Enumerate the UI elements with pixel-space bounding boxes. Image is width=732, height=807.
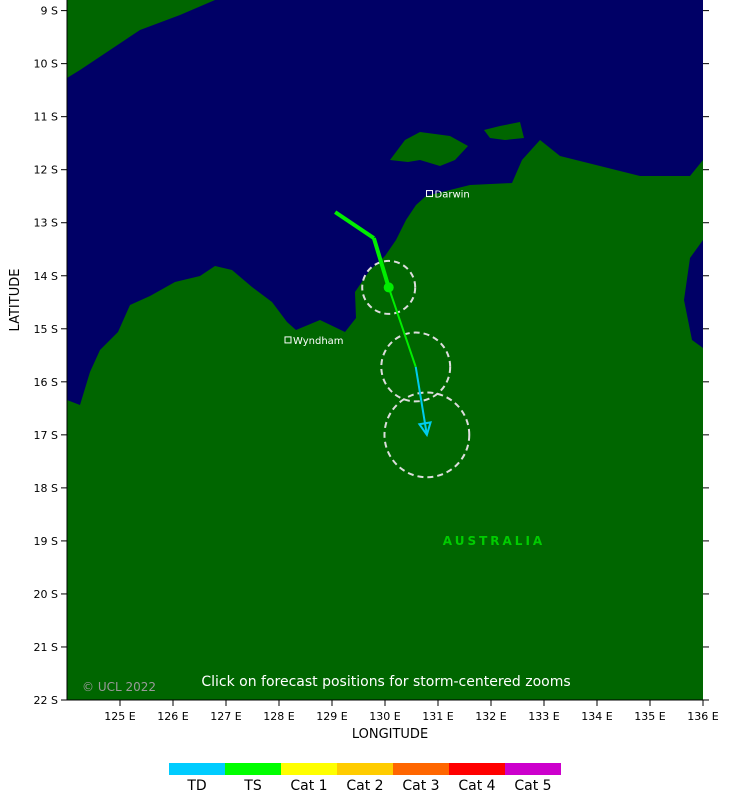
legend-swatch <box>281 763 337 775</box>
x-tick-label: 131 E <box>422 710 453 723</box>
track-arrowhead <box>417 421 432 438</box>
x-tick-label: 130 E <box>369 710 400 723</box>
legend-label: TD <box>186 778 206 794</box>
x-tick-label: 129 E <box>316 710 347 723</box>
legend-label: Cat 1 <box>290 778 327 794</box>
forecast-circle[interactable] <box>380 331 452 403</box>
legend-swatch <box>505 763 561 775</box>
legend-label: Cat 4 <box>458 778 495 794</box>
y-tick-label: 22 S <box>34 694 58 707</box>
current-position <box>383 282 394 293</box>
note: Click on forecast positions for storm-ce… <box>201 674 570 690</box>
forecast-circle[interactable] <box>383 391 471 479</box>
legend-label: TS <box>243 778 262 794</box>
track-segment <box>334 210 375 240</box>
x-axis-title: LONGITUDE <box>352 727 428 742</box>
x-tick-label: 136 E <box>687 710 718 723</box>
y-axis-title: LATITUDE <box>8 269 23 332</box>
legend-swatch <box>337 763 393 775</box>
legend-label: Cat 5 <box>514 778 551 794</box>
x-tick-label: 128 E <box>263 710 294 723</box>
x-tick-label: 132 E <box>475 710 506 723</box>
x-tick-label: 125 E <box>104 710 135 723</box>
x-tick-label: 135 E <box>634 710 665 723</box>
track-segment <box>387 287 417 368</box>
y-tick-label: 16 S <box>34 376 58 389</box>
y-tick-label: 10 S <box>34 58 58 71</box>
y-tick-label: 18 S <box>34 482 58 495</box>
legend-swatch <box>169 763 225 775</box>
y-tick-label: 19 S <box>34 535 58 548</box>
forecast-circle[interactable] <box>361 259 417 315</box>
land <box>67 0 215 78</box>
y-tick-label: 11 S <box>34 111 58 124</box>
y-tick-label: 14 S <box>34 270 58 283</box>
y-tick-label: 15 S <box>34 323 58 336</box>
x-tick-label: 134 E <box>581 710 612 723</box>
copyright: © UCL 2022 <box>82 680 156 694</box>
x-tick-label: 126 E <box>157 710 188 723</box>
x-tick-label: 127 E <box>210 710 241 723</box>
place-marker <box>426 190 434 198</box>
y-tick-label: 20 S <box>34 588 58 601</box>
island <box>484 122 524 140</box>
place-label: Darwin <box>435 190 470 201</box>
y-tick-label: 13 S <box>34 217 58 230</box>
island <box>390 132 468 166</box>
region-label: AUSTRALIA <box>443 534 545 548</box>
y-tick-label: 12 S <box>34 164 58 177</box>
track-segment <box>371 237 391 289</box>
y-tick-label: 17 S <box>34 429 58 442</box>
y-tick-label: 9 S <box>41 5 58 18</box>
legend-swatch <box>225 763 281 775</box>
legend-swatch <box>449 763 505 775</box>
place-label: Wyndham <box>293 336 344 347</box>
place-marker <box>284 336 292 344</box>
legend-label: Cat 3 <box>402 778 439 794</box>
legend-swatch <box>393 763 449 775</box>
y-tick-label: 21 S <box>34 641 58 654</box>
x-tick-label: 133 E <box>528 710 559 723</box>
legend-label: Cat 2 <box>346 778 383 794</box>
land <box>67 140 703 700</box>
